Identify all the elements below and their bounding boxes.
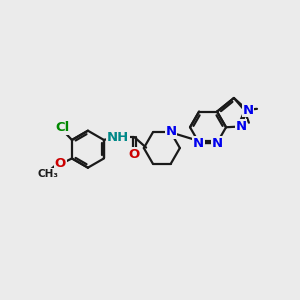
- Text: N: N: [165, 125, 176, 139]
- Text: NH: NH: [107, 131, 129, 144]
- Text: N: N: [193, 137, 204, 150]
- Text: N: N: [212, 137, 223, 150]
- Text: CH₃: CH₃: [38, 169, 58, 179]
- Text: N: N: [243, 103, 254, 117]
- Text: O: O: [55, 157, 66, 169]
- Text: Cl: Cl: [55, 121, 69, 134]
- Text: O: O: [129, 148, 140, 161]
- Text: N: N: [235, 120, 246, 133]
